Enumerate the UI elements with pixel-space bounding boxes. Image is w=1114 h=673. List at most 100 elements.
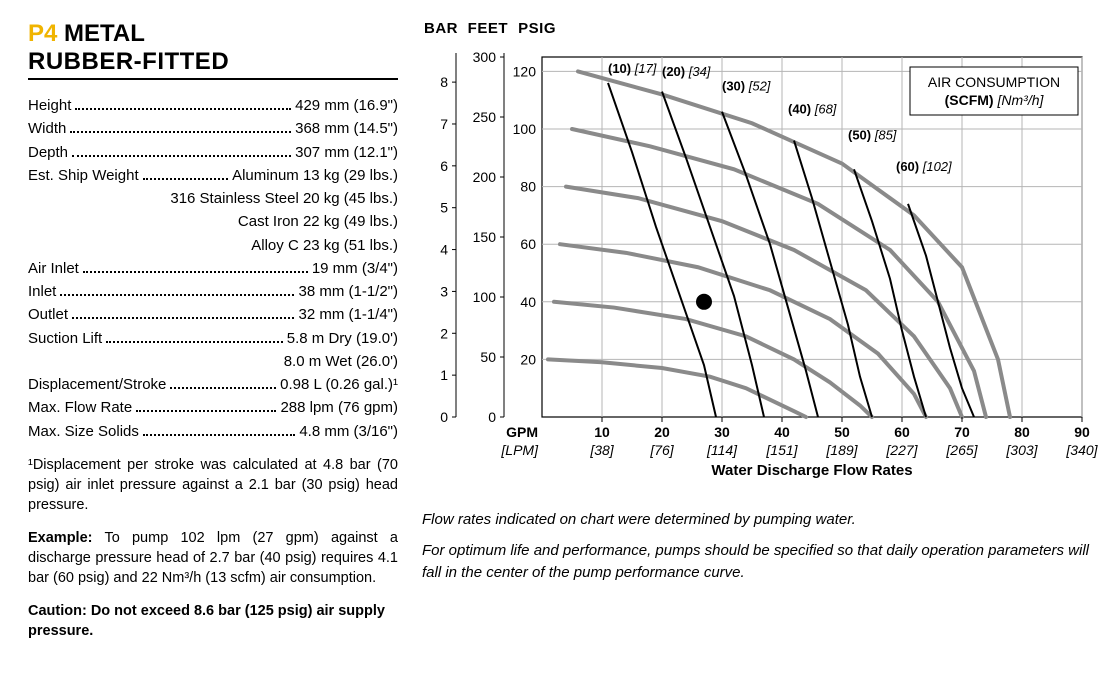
svg-text:(30) [52]: (30) [52]: [722, 78, 771, 93]
chart-note-1: Flow rates indicated on chart were deter…: [422, 509, 1102, 532]
spec-dots: [106, 341, 283, 343]
svg-text:50: 50: [480, 349, 496, 365]
spec-label: Displacement/Stroke: [28, 373, 166, 396]
spec-dots: [143, 178, 228, 180]
spec-row: Suction Lift5.8 m Dry (19.0'): [28, 327, 398, 350]
spec-row: Depth 307 mm (12.1"): [28, 141, 398, 164]
svg-text:[38]: [38]: [589, 442, 614, 458]
svg-text:Water Discharge Flow Rates: Water Discharge Flow Rates: [711, 462, 912, 479]
svg-text:8: 8: [440, 74, 448, 90]
spec-value: 429 mm (16.9"): [295, 94, 398, 117]
title-line-1: P4 METAL: [28, 20, 398, 48]
svg-text:90: 90: [1074, 424, 1090, 440]
svg-text:80: 80: [520, 179, 536, 195]
spec-label: Width: [28, 117, 66, 140]
svg-text:1: 1: [440, 367, 448, 383]
title-p4: P4: [28, 20, 57, 47]
svg-text:60: 60: [520, 236, 536, 252]
svg-text:80: 80: [1014, 424, 1030, 440]
chart-column: BAR FEET PSIG AIR CONSUMPTION (SCFM) [Nm³…: [422, 20, 1102, 641]
svg-text:[340]: [340]: [1065, 442, 1098, 458]
spec-label: Est. Ship Weight: [28, 164, 139, 187]
svg-text:7: 7: [440, 116, 448, 132]
svg-text:4: 4: [440, 242, 448, 258]
spec-value: Aluminum 13 kg (29 lbs.): [232, 164, 398, 187]
svg-text:(40) [68]: (40) [68]: [788, 101, 837, 116]
svg-text:(20) [34]: (20) [34]: [662, 64, 711, 79]
spec-label: Outlet: [28, 303, 68, 326]
spec-row: Displacement/Stroke 0.98 L (0.26 gal.)¹: [28, 373, 398, 396]
spec-value: 32 mm (1-1/4"): [298, 303, 398, 326]
svg-text:[LPM]: [LPM]: [500, 442, 539, 458]
bar-header: BAR: [422, 20, 458, 37]
chart-wrap: AIR CONSUMPTION (SCFM) [Nm³/h] (10) [17] (2…: [422, 37, 1102, 497]
spec-row: Max. Flow Rate288 lpm (76 gpm): [28, 396, 398, 419]
spec-label: Max. Flow Rate: [28, 396, 132, 419]
svg-text:20: 20: [654, 424, 670, 440]
displacement-footnote: ¹Displacement per stroke was calculated …: [28, 455, 398, 516]
svg-text:[151]: [151]: [765, 442, 798, 458]
spec-label: Air Inlet: [28, 257, 79, 280]
spec-value: 19 mm (3/4"): [312, 257, 398, 280]
spec-dots: [75, 108, 291, 110]
svg-text:150: 150: [473, 229, 497, 245]
svg-text:[227]: [227]: [885, 442, 918, 458]
spec-dots: [72, 155, 291, 157]
spec-dots: [143, 434, 295, 436]
spec-dots: [170, 387, 276, 389]
spec-value-continuation: 8.0 m Wet (26.0'): [28, 350, 398, 373]
svg-text:[189]: [189]: [825, 442, 858, 458]
spec-dots: [136, 410, 276, 412]
example-label: Example:: [28, 530, 92, 546]
spec-value: 307 mm (12.1"): [295, 141, 398, 164]
spec-value-continuation: Alloy C 23 kg (51 lbs.): [28, 234, 398, 257]
spec-label: Inlet: [28, 280, 56, 303]
spec-column: P4 METAL RUBBER-FITTED Height 429 mm (16.…: [28, 20, 398, 641]
spec-value: 38 mm (1-1/2"): [298, 280, 398, 303]
spec-label: Max. Size Solids: [28, 420, 139, 443]
spec-row: Width368 mm (14.5"): [28, 117, 398, 140]
chart-axis-header: BAR FEET PSIG: [422, 20, 1102, 37]
spec-dots: [70, 131, 291, 133]
svg-text:(10) [17]: (10) [17]: [608, 61, 657, 76]
svg-text:70: 70: [954, 424, 970, 440]
spec-row: Inlet 38 mm (1-1/2"): [28, 280, 398, 303]
spec-value-continuation: 316 Stainless Steel 20 kg (45 lbs.): [28, 187, 398, 210]
svg-text:AIR CONSUMPTION: AIR CONSUMPTION: [928, 74, 1060, 90]
svg-text:200: 200: [473, 169, 497, 185]
spec-row: Est. Ship Weight Aluminum 13 kg (29 lbs.): [28, 164, 398, 187]
psig-header: PSIG: [512, 20, 556, 37]
svg-text:0: 0: [440, 409, 448, 425]
svg-text:20: 20: [520, 351, 536, 367]
spec-dots: [83, 271, 308, 273]
svg-text:50: 50: [834, 424, 850, 440]
spec-row: Outlet 32 mm (1-1/4"): [28, 303, 398, 326]
title-rule: [28, 78, 398, 80]
caution-text: Caution: Do not exceed 8.6 bar (125 psig…: [28, 601, 398, 642]
spec-value: 4.8 mm (3/16"): [299, 420, 398, 443]
svg-text:[76]: [76]: [649, 442, 674, 458]
svg-text:[265]: [265]: [945, 442, 978, 458]
spec-label: Height: [28, 94, 71, 117]
svg-text:2: 2: [440, 325, 448, 341]
svg-text:40: 40: [520, 294, 536, 310]
title-line-2: RUBBER-FITTED: [28, 48, 398, 76]
spec-value: 0.98 L (0.26 gal.)¹: [280, 373, 398, 396]
svg-text:10: 10: [594, 424, 610, 440]
spec-label: Depth: [28, 141, 68, 164]
svg-text:40: 40: [774, 424, 790, 440]
svg-text:250: 250: [473, 109, 497, 125]
spec-row: Air Inlet 19 mm (3/4"): [28, 257, 398, 280]
feet-header: FEET: [462, 20, 508, 37]
svg-text:(SCFM) [Nm³/h]: (SCFM) [Nm³/h]: [945, 92, 1045, 108]
svg-text:[303]: [303]: [1005, 442, 1038, 458]
svg-text:0: 0: [488, 409, 496, 425]
spec-dots: [72, 317, 294, 319]
spec-dots: [60, 294, 294, 296]
svg-text:6: 6: [440, 158, 448, 174]
svg-text:(50) [85]: (50) [85]: [848, 127, 897, 142]
svg-text:30: 30: [714, 424, 730, 440]
spec-list: Height429 mm (16.9")Width368 mm (14.5")D…: [28, 94, 398, 443]
svg-text:60: 60: [894, 424, 910, 440]
svg-text:[114]: [114]: [706, 442, 738, 458]
